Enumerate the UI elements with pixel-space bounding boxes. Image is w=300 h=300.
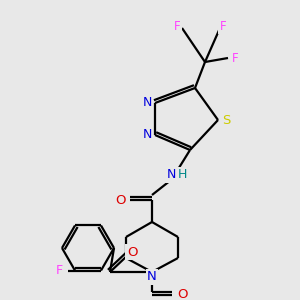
Text: N: N <box>147 271 157 284</box>
Text: N: N <box>142 97 152 110</box>
Text: H: H <box>177 169 187 182</box>
Text: F: F <box>56 264 63 277</box>
Text: S: S <box>222 113 230 127</box>
Text: F: F <box>220 20 226 32</box>
Text: O: O <box>178 289 188 300</box>
Text: F: F <box>174 20 180 32</box>
Text: N: N <box>166 169 176 182</box>
Text: F: F <box>232 52 238 65</box>
Text: O: O <box>116 194 126 206</box>
Text: N: N <box>142 128 152 142</box>
Text: O: O <box>127 245 137 259</box>
